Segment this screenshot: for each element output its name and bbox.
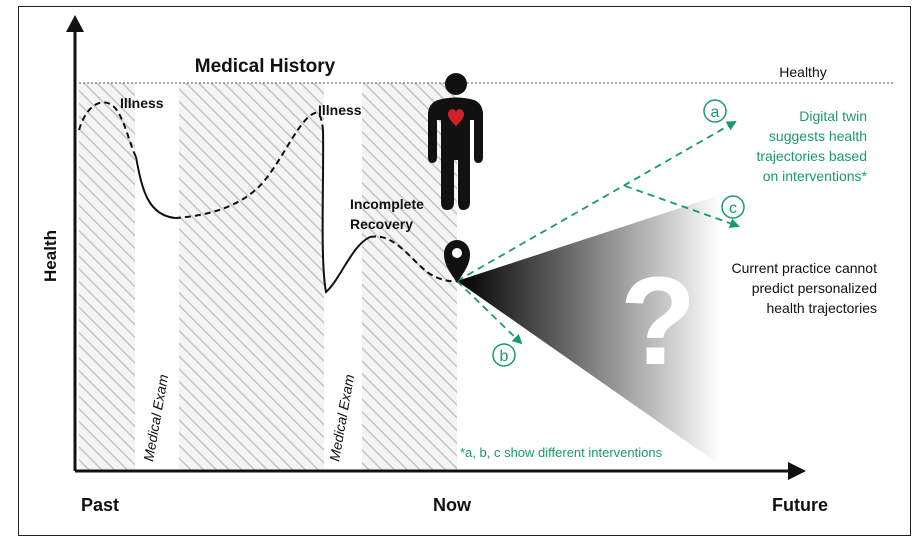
health-curve-dashed-1 [78,101,137,158]
incomplete-recovery-label-2: Recovery [350,216,413,232]
health-curve-solid-1 [135,156,176,219]
question-mark: ? [620,252,696,391]
incomplete-recovery-label-1: Incomplete [350,196,424,212]
svg-text:Digital twin: Digital twin [799,108,867,124]
interventions-footnote: *a, b, c show different interventions [460,445,663,460]
history-band-1 [79,83,135,471]
intervention-a-circle [703,99,727,123]
x-tick-now: Now [433,495,472,515]
digital-twin-text: Digital twin suggests health trajectorie… [756,108,867,184]
healthy-label: Healthy [779,64,826,80]
health-curve-solid-2 [321,129,371,294]
svg-text:health trajectories: health trajectories [766,300,877,316]
intervention-a-label: a [711,104,720,121]
person-icon [428,73,483,210]
chart-title: Medical History [195,56,336,77]
intervention-b-circle [492,343,516,367]
illness-label-1: Illness [120,95,164,111]
history-band-2 [179,83,324,471]
svg-text:suggests health: suggests health [769,128,867,144]
trajectory-b-arrow [456,280,523,345]
intervention-c-label: c [729,200,737,217]
current-practice-text: Current practice cannot predict personal… [731,260,877,316]
svg-text:trajectories based: trajectories based [756,148,867,164]
x-axis-arrow [788,462,806,480]
health-curve-dashed-2 [174,111,324,219]
y-axis-label: Health [41,230,60,282]
svg-text:on interventions*: on interventions* [763,168,868,184]
uncertainty-cone [457,195,720,465]
svg-text:Current practice cannot: Current practice cannot [731,260,877,276]
heart-icon [448,109,464,126]
svg-text:predict personalized: predict personalized [752,280,877,296]
x-tick-past: Past [81,495,119,515]
trajectory-c-arrow [624,185,740,229]
x-tick-future: Future [772,495,828,515]
figure-frame [18,6,911,536]
location-pin-icon [444,240,470,283]
trajectory-a-arrow [456,121,737,282]
health-curve-dashed-3 [369,235,458,283]
intervention-b-label: b [500,348,509,365]
medical-exam-label-2: Medical Exam [326,373,357,463]
y-axis-arrow [66,15,84,32]
medical-exam-label-1: Medical Exam [140,373,171,463]
intervention-c-circle [721,195,745,219]
illness-label-2: Illness [318,102,362,118]
